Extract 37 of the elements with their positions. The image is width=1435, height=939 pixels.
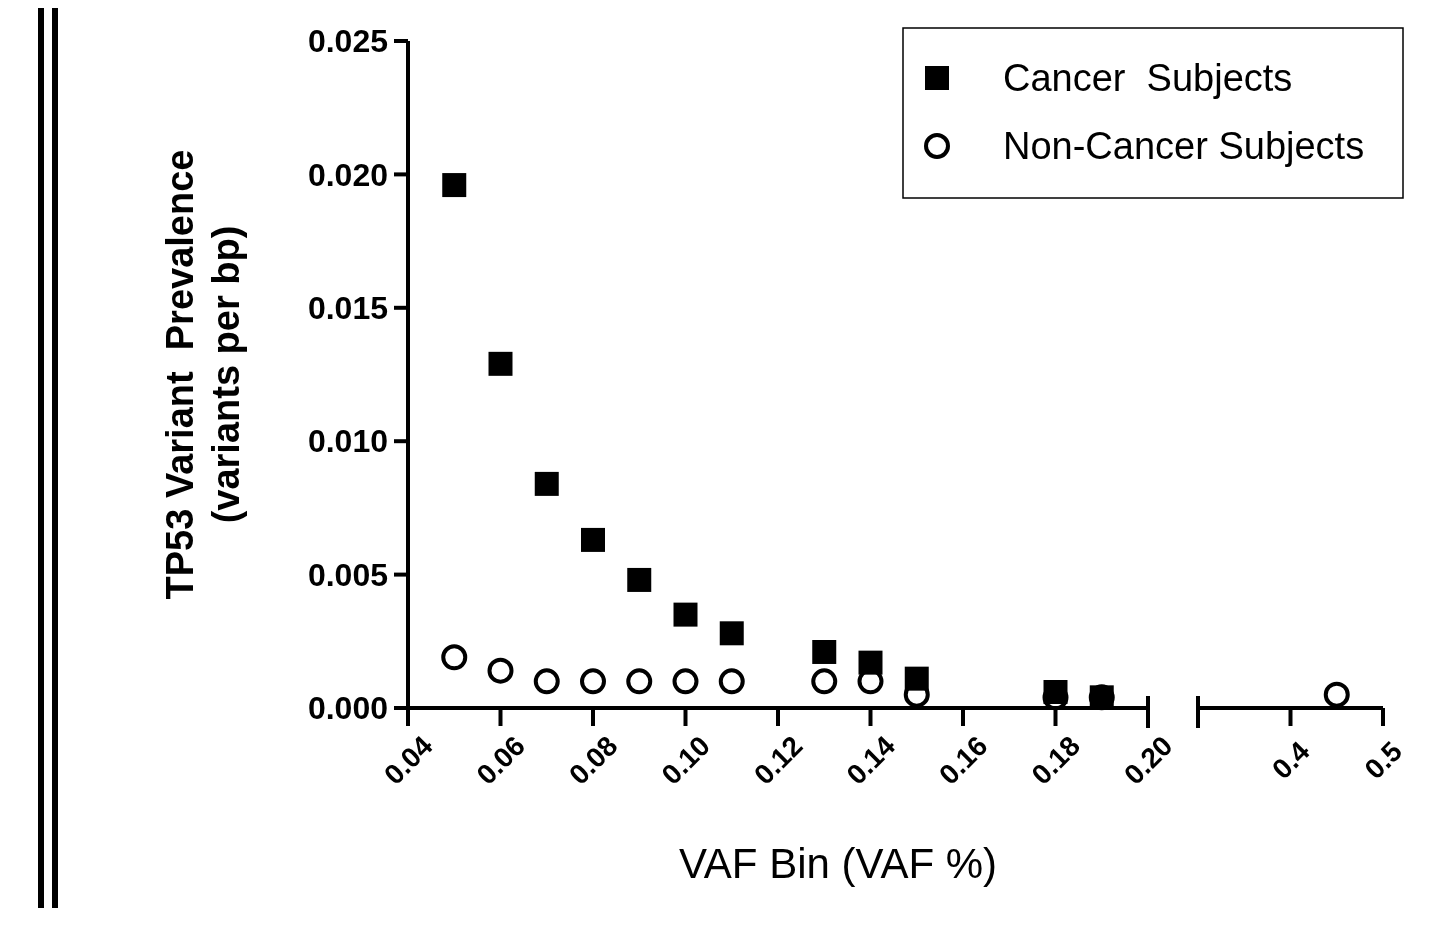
point bbox=[488, 351, 513, 376]
x-tick-label: 0.12 bbox=[747, 729, 809, 791]
y-axis-title: TP53 Variant Prevalence (variants per bp) bbox=[159, 149, 247, 600]
point bbox=[718, 668, 745, 695]
x-tick-label: 0.10 bbox=[655, 729, 716, 791]
x-tick-label: 0.06 bbox=[470, 729, 531, 791]
point bbox=[626, 668, 653, 695]
point bbox=[812, 639, 837, 664]
point bbox=[442, 173, 467, 198]
x-tick-label: 0.5 bbox=[1358, 735, 1408, 785]
x-tick-label: 0.20 bbox=[1117, 729, 1179, 791]
point bbox=[627, 567, 652, 592]
legend-label: Non-Cancer Subjects bbox=[1003, 125, 1365, 168]
point bbox=[672, 668, 699, 695]
x-axis-title: VAF Bin (VAF %) bbox=[678, 840, 998, 887]
y-tick-label: 0.015 bbox=[307, 290, 388, 326]
point bbox=[581, 527, 605, 552]
point bbox=[673, 602, 698, 627]
point bbox=[811, 668, 838, 695]
x-tick-label: 0.14 bbox=[840, 729, 902, 791]
point bbox=[441, 644, 468, 671]
point bbox=[580, 668, 606, 695]
y-tick-label: 0.010 bbox=[307, 423, 388, 460]
x-tick-label: 0.4 bbox=[1265, 735, 1316, 785]
point bbox=[534, 471, 559, 496]
point bbox=[719, 621, 744, 646]
x-tick-label: 0.08 bbox=[562, 729, 624, 791]
legend-label: Cancer Subjects bbox=[1003, 57, 1293, 100]
y-tick-label: 0.000 bbox=[307, 690, 388, 727]
y-tick-label: 0.005 bbox=[307, 556, 388, 593]
y-tick-label: 0.025 bbox=[307, 23, 388, 60]
point bbox=[533, 668, 560, 695]
x-tick-label: 0.04 bbox=[377, 729, 439, 791]
y-tick-label: 0.020 bbox=[307, 156, 388, 193]
x-tick-label: 0.16 bbox=[932, 729, 994, 791]
point bbox=[487, 657, 514, 684]
x-tick-label: 0.18 bbox=[1025, 729, 1086, 791]
